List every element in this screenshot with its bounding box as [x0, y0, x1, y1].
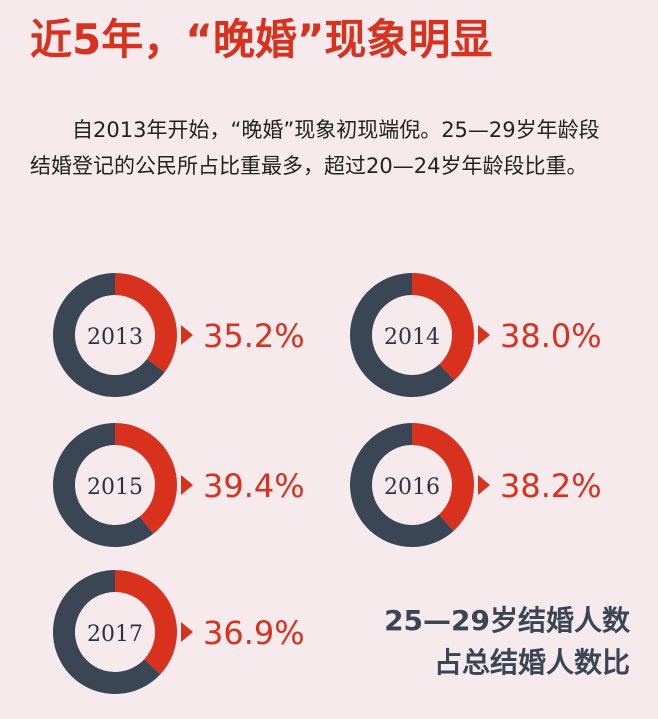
- year-label: 2014: [384, 325, 440, 350]
- value-label: 38.0%: [500, 317, 602, 355]
- year-label: 2013: [87, 325, 143, 350]
- pointer: [181, 475, 193, 495]
- caption-line: 占总结婚人数比: [433, 646, 630, 679]
- donut-rest: [350, 423, 454, 547]
- pointer: [181, 325, 193, 345]
- donut-rest: [53, 570, 161, 694]
- title: 近5年，“晚婚”现象明显: [30, 15, 493, 64]
- pointer: [478, 325, 490, 345]
- donut-rest: [53, 273, 165, 397]
- year-label: 2016: [384, 475, 440, 500]
- value-label: 39.4%: [203, 467, 305, 505]
- value-label: 38.2%: [500, 467, 602, 505]
- donut-slice: [412, 423, 474, 531]
- description: 自2013年开始，“晚婚”现象初现端倪。25—29岁年龄段结婚登记的公民所占比重…: [30, 118, 600, 178]
- pointer: [181, 622, 193, 642]
- donut-rest: [350, 273, 455, 398]
- caption-line: 25—29岁结婚人数: [384, 604, 630, 637]
- value-label: 36.9%: [203, 614, 305, 652]
- year-label: 2017: [87, 622, 143, 647]
- donut-slice: [115, 273, 177, 373]
- caption: 25—29岁结婚人数 占总结婚人数比: [330, 600, 630, 684]
- donut-slice: [115, 423, 177, 534]
- donut-slice: [115, 570, 178, 675]
- year-label: 2015: [87, 475, 143, 500]
- value-label: 35.2%: [203, 317, 305, 355]
- donut-rest: [52, 423, 154, 547]
- donut-slice: [412, 273, 474, 381]
- pointer: [478, 475, 490, 495]
